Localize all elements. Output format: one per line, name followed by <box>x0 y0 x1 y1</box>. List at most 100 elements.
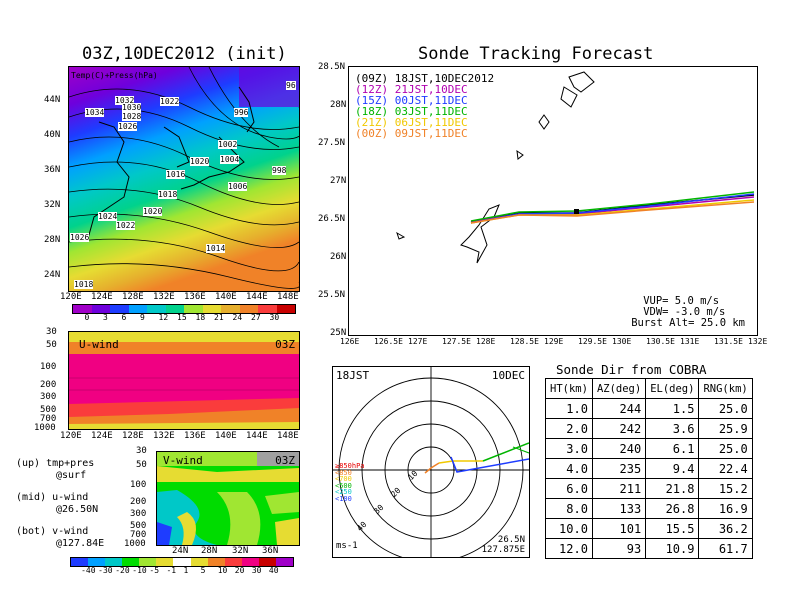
uwind-xtick: 124E <box>91 431 113 441</box>
colorbar-swatch <box>221 305 240 313</box>
vwind-svg <box>157 452 299 545</box>
vwind-ytick: 500 <box>130 521 147 531</box>
surface-map: Temp(C)+Press(hPa) <box>68 66 300 292</box>
pressure-label: 1020 <box>190 157 210 166</box>
uwind-ytick: 1000 <box>34 423 56 433</box>
table-cell: 22.4 <box>698 458 753 479</box>
table-cell: 6.1 <box>645 438 700 459</box>
vwind-ytick: 300 <box>130 509 147 519</box>
note-line: @surf <box>56 470 87 481</box>
colorbar-label: -1 <box>166 566 177 575</box>
table-cell: 61.7 <box>698 538 753 559</box>
vwind-xtick: 32N <box>232 546 249 556</box>
colorbar-swatch <box>241 558 259 566</box>
colorbar-label: 18 <box>195 313 206 322</box>
track-lon-tick: 130E <box>612 337 632 346</box>
table-header: RNG(km) <box>698 378 753 399</box>
table-cell: 4.0 <box>545 458 593 479</box>
lat-tick: 44N <box>44 95 61 105</box>
note-line: @26.50N <box>56 504 99 515</box>
colorbar-swatch <box>239 305 258 313</box>
track-lat-tick: 25.5N <box>318 290 346 300</box>
table-cell: 3.6 <box>645 418 700 439</box>
colorbar-swatch <box>73 305 92 313</box>
polar-legend-item: <250 <box>335 488 352 496</box>
table-cell: 242 <box>591 418 647 439</box>
uwind-ytick: 700 <box>40 414 57 424</box>
pressure-label: 1022 <box>160 97 180 106</box>
vwind-ytick: 30 <box>136 446 147 456</box>
pressure-label: 1006 <box>228 182 248 191</box>
uwind-ytick: 500 <box>40 405 57 415</box>
colorbar-swatch <box>276 305 295 313</box>
table-cell: 133 <box>591 498 647 519</box>
pressure-label: 1034 <box>85 108 105 117</box>
pressure-label: 1032 <box>115 96 135 105</box>
colorbar-label: 3 <box>103 313 108 322</box>
colorbar-swatch <box>110 305 129 313</box>
track-legend: (09Z) 18JST,10DEC2012 (12Z) 21JST,10DEC … <box>355 73 494 139</box>
table-cell: 9.4 <box>645 458 700 479</box>
polar-svg <box>333 367 529 557</box>
colorbar-swatch <box>128 305 147 313</box>
lat-tick: 28N <box>44 235 61 245</box>
uwind-ytick: 300 <box>40 392 57 402</box>
colorbar-label: 15 <box>177 313 187 322</box>
pressure-label: 998 <box>272 166 287 175</box>
side-notes: (up) tmp+pres @surf (mid) u-wind @26.50N… <box>16 458 104 550</box>
colorbar-swatch <box>139 558 157 566</box>
lon-tick: 140E <box>215 292 237 302</box>
left-title: 03Z,10DEC2012 (init) <box>82 44 287 64</box>
table-title: Sonde Dir from COBRA <box>556 362 707 377</box>
colorbar-swatch <box>147 305 166 313</box>
vwind-time: 03Z <box>275 454 295 467</box>
lat-tick: 24N <box>44 270 61 280</box>
uwind-svg <box>69 332 299 429</box>
colorbar-swatch <box>88 558 106 566</box>
table-cell: 211 <box>591 478 647 499</box>
polar-date: 10DEC <box>491 369 525 382</box>
table-cell: 25.9 <box>698 418 753 439</box>
track-lon-ticks: 126E 126.5E 127E 127.5E 128E 128.5E 129E 129.5E… <box>340 337 767 347</box>
colorbar-swatch <box>207 558 225 566</box>
vwind-ytick: 700 <box>130 530 147 540</box>
track-lon-tick: 126E <box>340 337 360 346</box>
colorbar-label: 30 <box>251 566 262 575</box>
colorbar-swatch <box>190 558 208 566</box>
colorbar-swatch <box>122 558 140 566</box>
colorbar-label: 27 <box>251 313 261 322</box>
table-cell: 25.0 <box>698 438 753 459</box>
table-cell: 21.8 <box>645 478 700 499</box>
lon-tick: 136E <box>184 292 206 302</box>
polar-loc-lat: 26.5N <box>497 535 525 545</box>
note-line: (mid) u-wind <box>16 492 89 503</box>
vwind-ytick: 200 <box>130 497 147 507</box>
uwind-ytick: 100 <box>40 362 57 372</box>
table-cell: 3.0 <box>545 438 593 459</box>
colorbar-label: 30 <box>269 313 280 322</box>
uwind-panel: U-wind 03Z <box>68 331 300 430</box>
pressure-label: 1022 <box>116 221 136 230</box>
uwind-xtick: 140E <box>215 431 237 441</box>
track-lat-tick: 27.5N <box>318 138 346 148</box>
pressure-label: 1026 <box>118 122 138 131</box>
note-line: (up) tmp+pres <box>16 458 95 469</box>
table-header: HT(km) <box>545 378 593 399</box>
track-lat-tick: 28.5N <box>318 62 346 72</box>
track-lat-tick: 26.5N <box>318 214 346 224</box>
table-cell: 15.5 <box>645 518 700 539</box>
uwind-xtick: 148E <box>277 431 299 441</box>
launch-params: VUP= 5.0 m/s VDW= -3.0 m/s Burst Alt= 25… <box>631 296 745 329</box>
table-row: 6.0 211 21.8 15.2 <box>545 478 753 499</box>
colorbar-swatch <box>71 558 89 566</box>
colorbar-swatch <box>275 558 294 566</box>
temp-colorbar <box>72 304 296 314</box>
colorbar-swatch <box>258 305 277 313</box>
polar-time: 18JST <box>336 369 370 382</box>
vwind-label: V-wind <box>163 454 203 467</box>
uwind-time: 03Z <box>275 338 295 351</box>
polar-legend-item: ≥850hPa <box>335 462 365 470</box>
vwind-ytick: 100 <box>130 480 147 490</box>
table-cell: 1.5 <box>645 398 700 419</box>
pressure-label: 1002 <box>218 140 238 149</box>
